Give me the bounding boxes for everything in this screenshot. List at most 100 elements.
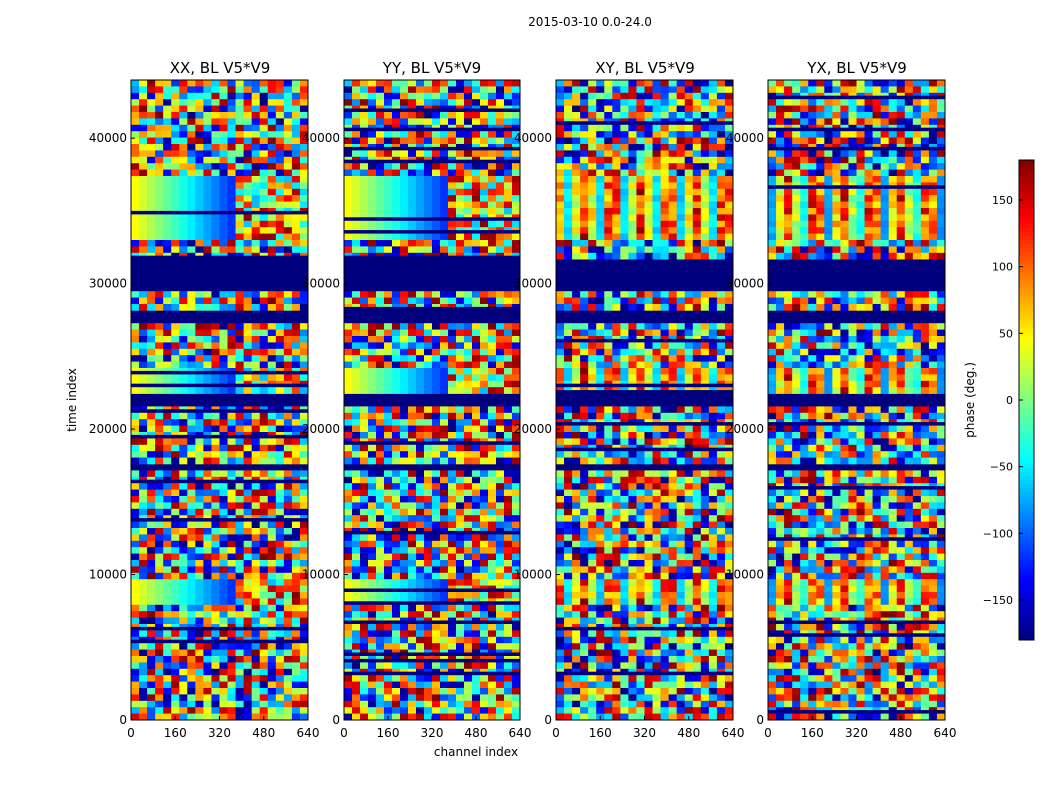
heatmap-cell bbox=[456, 170, 464, 177]
heatmap-cell bbox=[252, 618, 260, 625]
heatmap-cell bbox=[228, 368, 236, 371]
heatmap-cell bbox=[220, 669, 228, 676]
heatmap-cell bbox=[276, 246, 284, 253]
heatmap-cell bbox=[432, 170, 440, 177]
heatmap-cell bbox=[195, 349, 203, 356]
heatmap-cell bbox=[416, 381, 424, 388]
heatmap-cell bbox=[480, 106, 488, 109]
heatmap-cell bbox=[572, 195, 580, 202]
heatmap-cell bbox=[211, 598, 219, 605]
heatmap-cell bbox=[131, 86, 139, 93]
heatmap-cell bbox=[376, 560, 384, 567]
heatmap-cell bbox=[512, 714, 520, 721]
heatmap-cell bbox=[179, 509, 187, 516]
heatmap-cell bbox=[260, 541, 268, 548]
heatmap-cell bbox=[236, 240, 244, 247]
heatmap-cell bbox=[360, 675, 368, 682]
heatmap-cell bbox=[512, 323, 520, 330]
heatmap-cell bbox=[139, 509, 147, 516]
heatmap-cell bbox=[292, 458, 300, 465]
heatmap-cell bbox=[344, 470, 352, 477]
heatmap-cell bbox=[376, 144, 384, 147]
heatmap-cell bbox=[685, 330, 693, 337]
heatmap-cell bbox=[440, 336, 448, 343]
heatmap-cell bbox=[344, 573, 352, 580]
heatmap-cell bbox=[179, 624, 187, 627]
heatmap-cell bbox=[701, 374, 709, 381]
heatmap-cell bbox=[556, 349, 564, 356]
heatmap-cell bbox=[456, 99, 464, 106]
heatmap-cell bbox=[572, 368, 580, 375]
heatmap-cell bbox=[244, 682, 252, 689]
heatmap-cell bbox=[131, 189, 139, 196]
heatmap-cell bbox=[448, 502, 456, 509]
heatmap-cell bbox=[187, 208, 195, 211]
heatmap-cell bbox=[155, 336, 163, 343]
heatmap-cell bbox=[448, 669, 456, 672]
heatmap-cell bbox=[384, 458, 392, 465]
heatmap-cell bbox=[252, 566, 260, 573]
heatmap-cell bbox=[179, 234, 187, 241]
heatmap-cell bbox=[400, 362, 408, 369]
heatmap-cell bbox=[677, 195, 685, 202]
heatmap-cell bbox=[368, 336, 376, 343]
heatmap-cell bbox=[440, 675, 448, 682]
heatmap-cell bbox=[620, 387, 628, 390]
heatmap-cell bbox=[368, 560, 376, 567]
heatmap-cell bbox=[456, 528, 464, 531]
heatmap-cell bbox=[252, 419, 260, 426]
heatmap-cell bbox=[155, 579, 163, 586]
heatmap-cell bbox=[424, 157, 432, 160]
heatmap-cell bbox=[464, 163, 472, 170]
heatmap-cell bbox=[408, 426, 416, 433]
heatmap-cell bbox=[408, 182, 416, 189]
heatmap-cell bbox=[195, 374, 203, 381]
heatmap-cell bbox=[480, 323, 488, 330]
heatmap-cell bbox=[139, 694, 147, 701]
heatmap-cell bbox=[408, 554, 416, 561]
heatmap-cell bbox=[292, 618, 300, 625]
heatmap-cell bbox=[276, 643, 284, 650]
heatmap-cell bbox=[488, 157, 496, 160]
heatmap-cell bbox=[588, 118, 596, 121]
heatmap-cell bbox=[236, 630, 244, 637]
heatmap-cell bbox=[376, 234, 384, 241]
heatmap-cell bbox=[456, 426, 464, 433]
heatmap-cell bbox=[496, 381, 504, 388]
heatmap-cell bbox=[392, 573, 400, 580]
heatmap-cell bbox=[416, 355, 424, 362]
heatmap-cell bbox=[480, 413, 488, 420]
heatmap-cell bbox=[392, 598, 400, 601]
heatmap-cell bbox=[408, 579, 416, 586]
heatmap-cell bbox=[448, 323, 456, 330]
heatmap-cell bbox=[236, 451, 244, 458]
heatmap-cell bbox=[203, 509, 211, 516]
heatmap-cell bbox=[284, 714, 292, 721]
heatmap-cell bbox=[155, 138, 163, 145]
heatmap-cell bbox=[171, 144, 179, 151]
heatmap-cell bbox=[504, 630, 512, 637]
heatmap-cell bbox=[236, 522, 244, 529]
heatmap-cell bbox=[252, 349, 260, 356]
heatmap-cell bbox=[496, 227, 504, 230]
heatmap-cell bbox=[580, 112, 588, 119]
heatmap-cell bbox=[701, 106, 709, 113]
heatmap-cell bbox=[131, 618, 139, 625]
heatmap-cell bbox=[344, 669, 352, 672]
heatmap-cell bbox=[472, 125, 480, 128]
heatmap-cell bbox=[685, 362, 693, 369]
heatmap-cell bbox=[284, 598, 292, 605]
heatmap-cell bbox=[360, 374, 368, 381]
heatmap-cell bbox=[228, 189, 236, 196]
heatmap-cell bbox=[300, 483, 308, 490]
heatmap-cell bbox=[195, 246, 203, 253]
heatmap-cell bbox=[512, 605, 520, 612]
heatmap-cell bbox=[456, 688, 464, 695]
heatmap-cell bbox=[187, 106, 195, 113]
heatmap-cell bbox=[432, 496, 440, 503]
heatmap-cell bbox=[645, 195, 653, 202]
heatmap-cell bbox=[472, 496, 480, 503]
heatmap-cell bbox=[300, 477, 308, 480]
heatmap-cell bbox=[139, 93, 147, 100]
heatmap-cell bbox=[685, 157, 693, 164]
